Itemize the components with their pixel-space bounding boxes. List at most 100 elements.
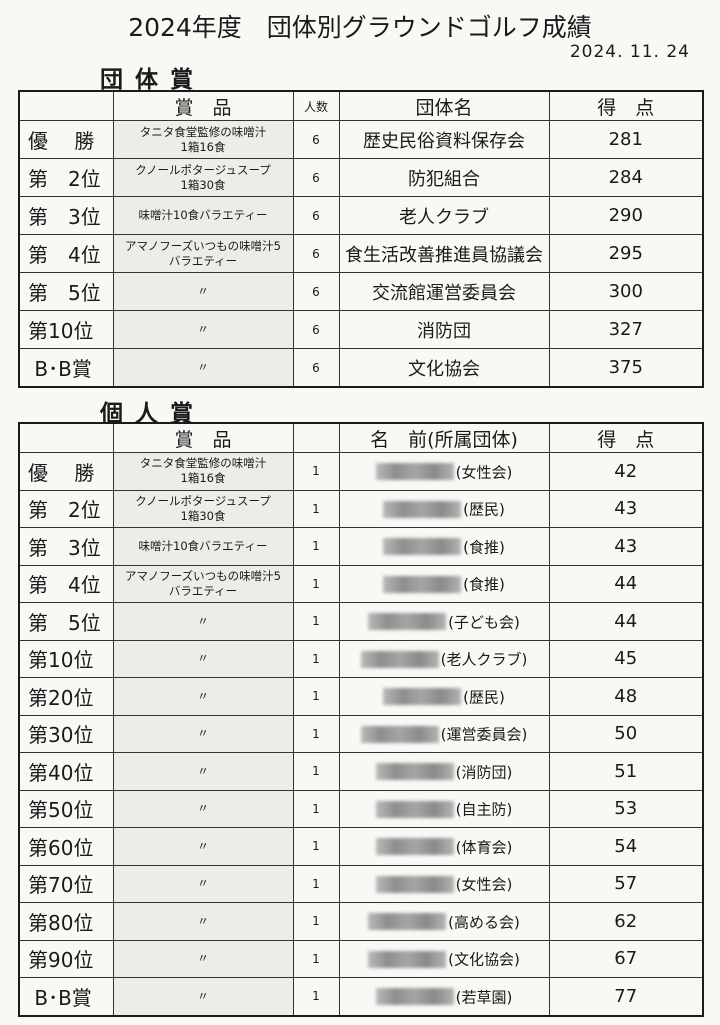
table-header-row: 賞 品 名 前(所属団体) 得 点 — [18, 422, 704, 453]
name-cell: (歴民) — [338, 677, 550, 716]
count-cell: 6 — [292, 120, 340, 159]
affiliation: (運営委員会) — [440, 725, 528, 744]
count-cell: 1 — [292, 864, 340, 903]
rank-cell: 第 4位 — [18, 234, 114, 273]
affiliation: (文化協会) — [448, 950, 520, 969]
rank-cell: 優 勝 — [18, 120, 114, 159]
name-cell: (女性会) — [338, 452, 550, 491]
count-cell: 6 — [292, 158, 340, 197]
prize-cell: クノールポタージュスープ 1箱30食 — [112, 158, 294, 197]
score-cell: 77 — [548, 977, 704, 1016]
count-cell: 1 — [292, 939, 340, 978]
count-cell: 1 — [292, 827, 340, 866]
rank-header — [18, 90, 114, 121]
rank-cell: 第 2位 — [18, 489, 114, 528]
rank-cell: 第 5位 — [18, 272, 114, 311]
rank-cell: B･B賞 — [18, 977, 114, 1016]
table-row: 第30位〃 1 (運営委員会) 50 — [18, 714, 704, 753]
individual-results-table: 賞 品 名 前(所属団体) 得 点 優 勝タニタ食堂監修の味噌汁 1箱16食 1(… — [18, 422, 704, 1017]
rank-cell: 第10位 — [18, 310, 114, 349]
table-row: 第40位〃 1 (消防団) 51 — [18, 752, 704, 791]
team-name-cell: 食生活改善推進員協議会 — [338, 234, 550, 273]
table-row: 第 5位〃 6 交流館運営委員会 300 — [18, 272, 704, 311]
score-cell: 44 — [548, 564, 704, 603]
table-row: 第 2位 クノールポタージュスープ 1箱30食 6 防犯組合 284 — [18, 158, 704, 197]
prize-cell: 〃 — [112, 310, 294, 349]
prize-cell: 〃 — [112, 789, 294, 828]
rank-header — [18, 422, 114, 453]
name-cell: (食推) — [338, 564, 550, 603]
redacted-name — [368, 950, 447, 968]
affiliation: (高める会) — [448, 913, 520, 931]
rank-cell: 第90位 — [18, 939, 114, 978]
score-cell: 281 — [548, 120, 704, 159]
name-cell: (食推) — [338, 527, 550, 566]
rank-cell: 第10位 — [18, 639, 114, 678]
prize-cell: 〃 — [112, 602, 294, 641]
rank-cell: 第80位 — [18, 902, 114, 941]
score-cell: 44 — [548, 602, 704, 641]
name-cell: (女性会) — [338, 864, 550, 903]
rank-cell: 第40位 — [18, 752, 114, 791]
prize-cell: クノールポタージュスープ 1箱30食 — [112, 489, 294, 528]
document-date: 2024. 11. 24 — [569, 42, 690, 62]
table-row: 第50位〃 1 (自主防) 53 — [18, 789, 704, 828]
team-name-cell: 歴史民俗資料保存会 — [338, 120, 550, 159]
name-header: 名 前(所属団体) — [338, 422, 550, 453]
score-cell: 54 — [548, 827, 704, 866]
rank-cell: 第 4位 — [18, 564, 114, 603]
rank-cell: 第 5位 — [18, 602, 114, 641]
redacted-name — [383, 688, 462, 705]
affiliation: (女性会) — [455, 875, 513, 894]
redacted-name — [368, 913, 447, 930]
name-cell: (若草園) — [338, 977, 550, 1016]
count-cell: 6 — [292, 234, 340, 273]
redacted-name — [383, 538, 462, 555]
team-award-heading: 団体賞 — [100, 67, 205, 93]
name-cell: (文化協会) — [338, 939, 550, 978]
table-row: 第20位〃 1 (歴民) 48 — [18, 677, 704, 716]
affiliation: (歴民) — [463, 500, 505, 519]
count-header — [292, 422, 340, 453]
redacted-name — [360, 650, 439, 668]
score-cell: 284 — [548, 158, 704, 197]
redacted-name — [360, 725, 439, 743]
rank-cell: 第50位 — [18, 789, 114, 828]
prize-cell: 〃 — [112, 902, 294, 941]
table-row: 優 勝タニタ食堂監修の味噌汁 1箱16食 1 (女性会) 42 — [18, 452, 704, 491]
prize-cell: 〃 — [112, 714, 294, 753]
team-name-cell: 防犯組合 — [338, 158, 550, 197]
count-cell: 1 — [292, 602, 340, 641]
prize-cell: 味噌汁10食バラエティー — [112, 196, 294, 235]
prize-cell: アマノフーズいつもの味噌汁5 バラエティー — [112, 234, 294, 273]
count-cell: 1 — [292, 977, 340, 1016]
score-cell: 327 — [548, 310, 704, 349]
prize-cell: 〃 — [112, 864, 294, 903]
count-cell: 6 — [292, 272, 340, 311]
prize-cell: 味噌汁10食バラエティー — [112, 527, 294, 566]
affiliation: (子ども会) — [448, 613, 520, 631]
table-row: 第10位〃 6 消防団 327 — [18, 310, 704, 349]
count-cell: 1 — [292, 714, 340, 753]
team-results-table: 賞 品 人数 団体名 得 点 優 勝タニタ食堂監修の味噌汁 1箱16食 6 歴史民俗… — [18, 90, 704, 388]
prize-header: 賞 品 — [112, 90, 294, 121]
table-row: 第90位〃 1 (文化協会) 67 — [18, 939, 704, 978]
rank-cell: 第 3位 — [18, 527, 114, 566]
redacted-name — [375, 988, 454, 1005]
affiliation: (消防団) — [455, 763, 513, 781]
count-cell: 1 — [292, 677, 340, 716]
count-cell: 1 — [292, 902, 340, 941]
score-cell: 48 — [548, 677, 704, 716]
document-title: 2024年度 団体別グラウンドゴルフ成績 — [128, 13, 592, 42]
score-cell: 43 — [548, 489, 704, 528]
count-header: 人数 — [292, 90, 340, 121]
name-cell: (高める会) — [338, 902, 550, 941]
count-cell: 6 — [292, 196, 340, 235]
table-row: 第10位〃 1 (老人クラブ) 45 — [18, 639, 704, 678]
score-header: 得 点 — [548, 90, 704, 121]
count-cell: 1 — [292, 752, 340, 791]
table-row: 優 勝タニタ食堂監修の味噌汁 1箱16食 6 歴史民俗資料保存会 281 — [18, 120, 704, 159]
score-cell: 57 — [548, 864, 704, 903]
score-cell: 62 — [548, 902, 704, 941]
score-cell: 300 — [548, 272, 704, 311]
